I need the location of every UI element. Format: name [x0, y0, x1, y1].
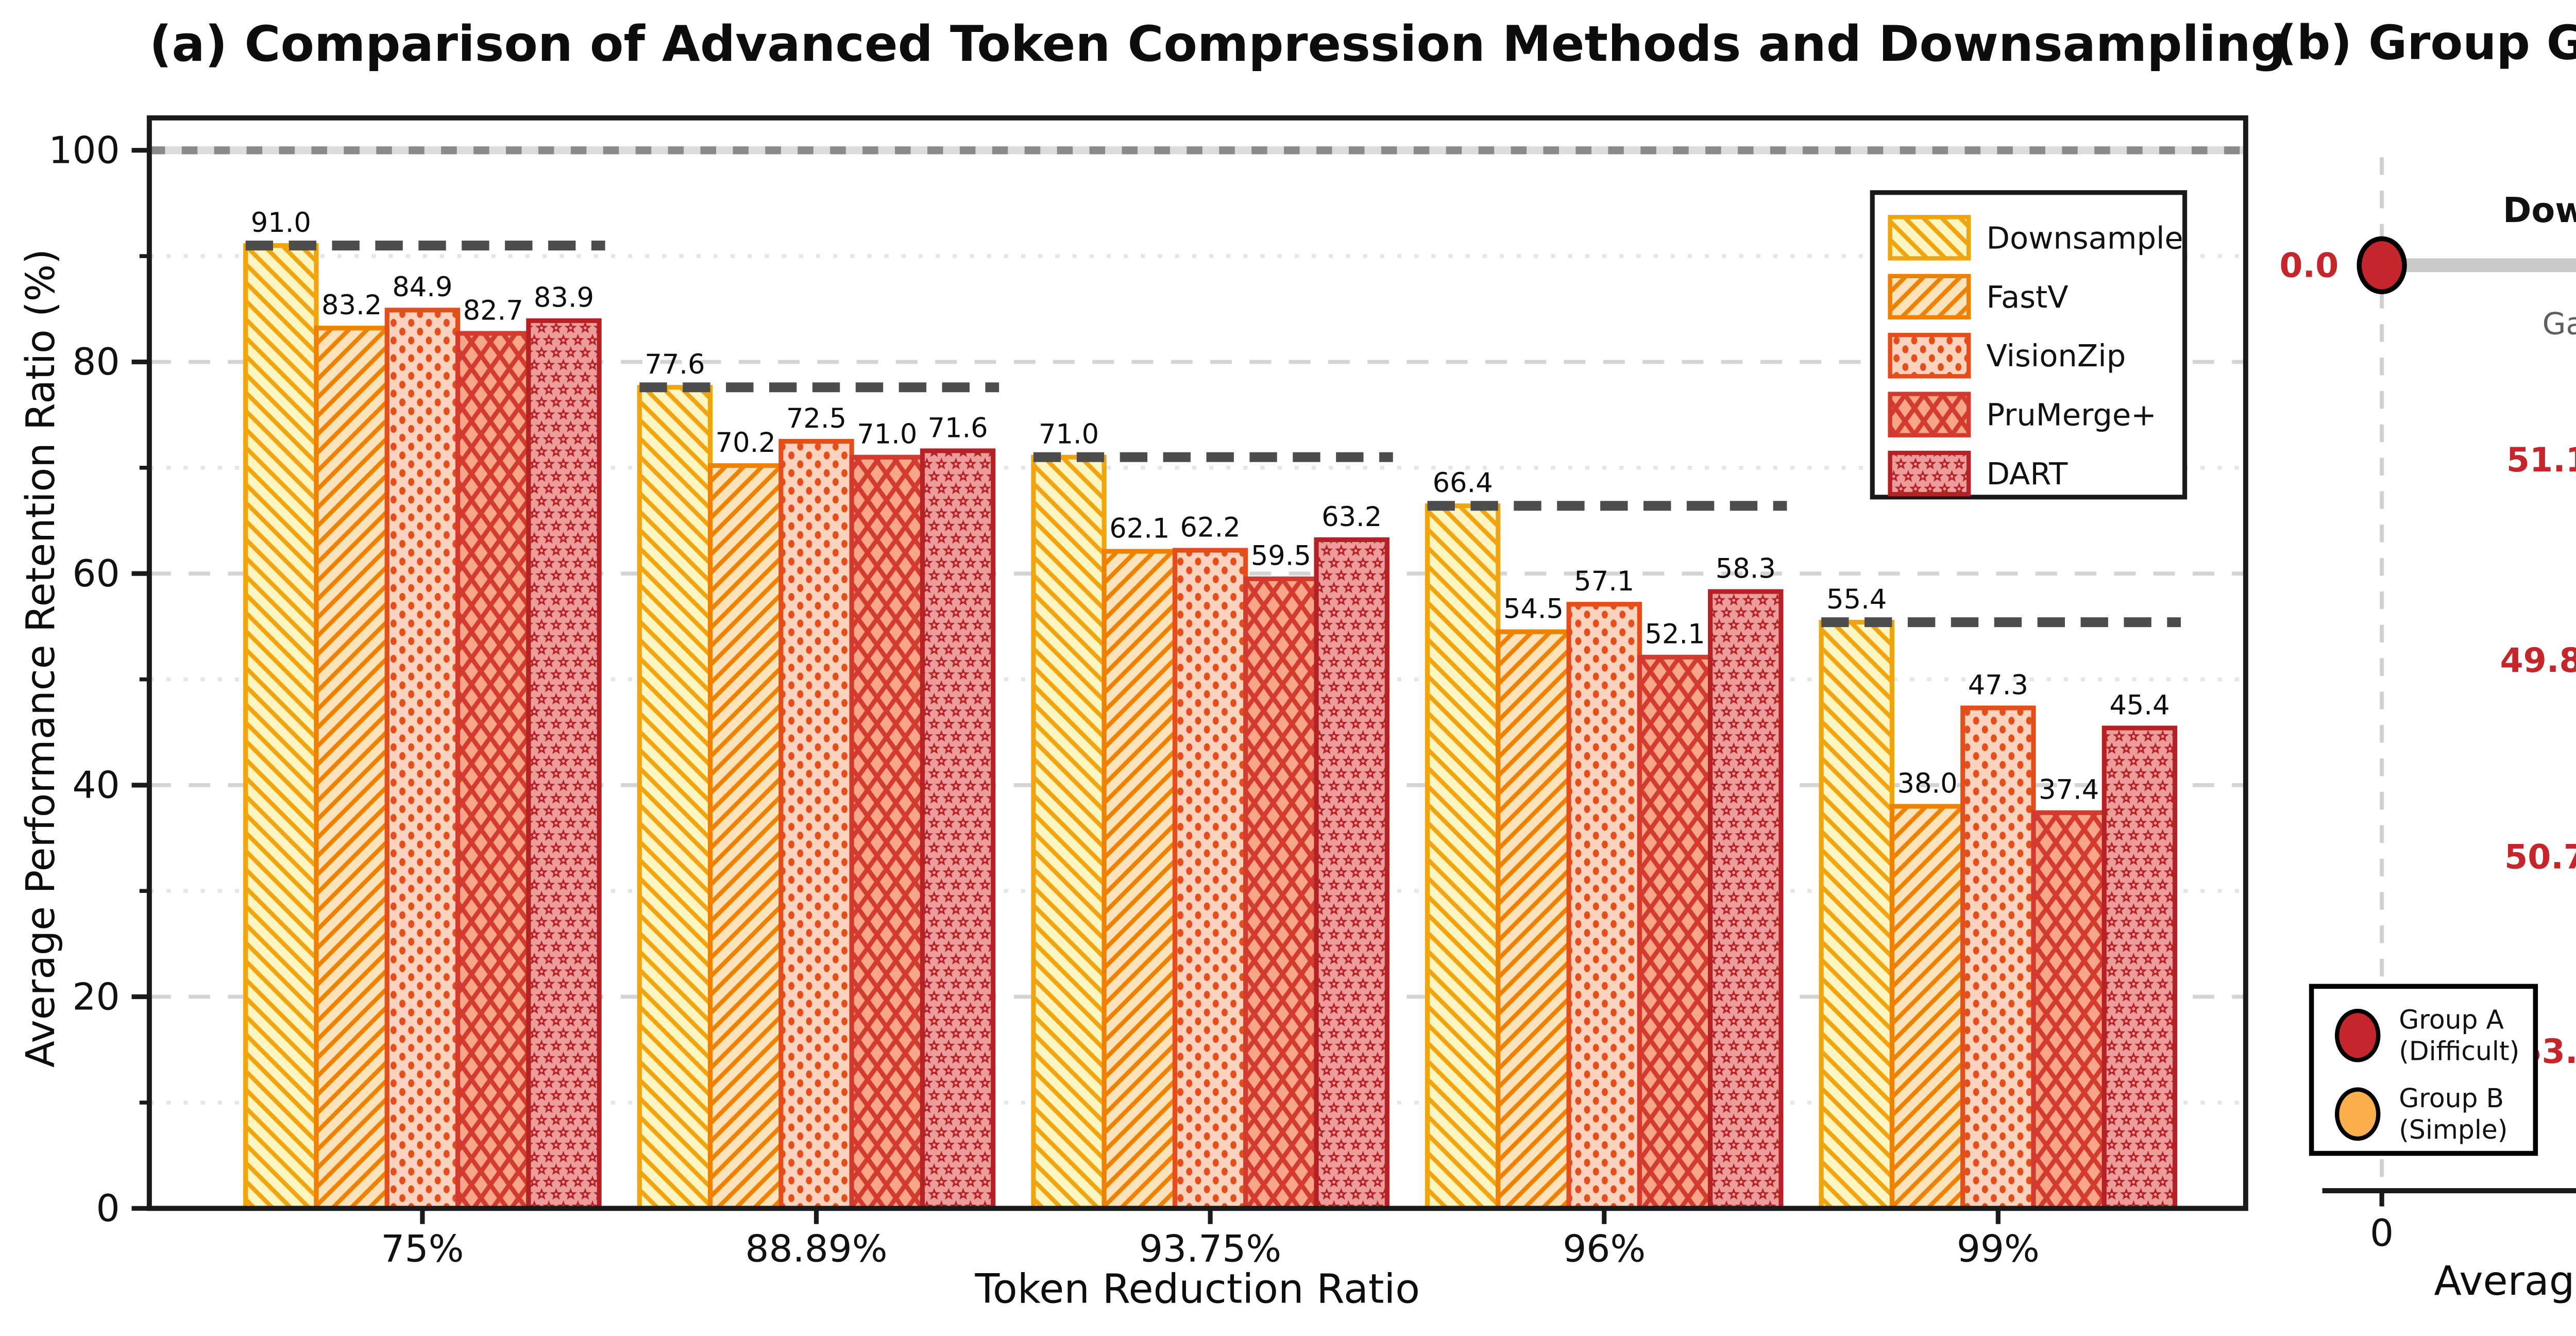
- legend-label: VisionZip: [1986, 338, 2126, 374]
- legend-dot: [2334, 1008, 2381, 1062]
- legend-label: FastV: [1986, 279, 2068, 315]
- bar-value-label: 54.5: [1503, 593, 1564, 624]
- bar-value-label: 82.7: [463, 295, 523, 326]
- panel-a: 91.0 83.2 84.9 82.7 83.9 77.6 70.2 72.5 71.0 71.6…: [48, 115, 2248, 1271]
- y-tick-label: 40: [72, 764, 120, 807]
- bar-value-label: 77.6: [645, 349, 705, 380]
- bar-value-label: 55.4: [1826, 584, 1887, 615]
- dumbbell-row-VisionZip: VisionZipGap: 37.449.887.2: [2500, 641, 2576, 680]
- legend-label: Downsample: [1986, 220, 2183, 256]
- group-a-dot: [2357, 236, 2407, 295]
- bar-value-label: 52.1: [1645, 619, 1705, 650]
- y-tick-label: 80: [72, 341, 120, 384]
- x-tick-label: 0: [2370, 1212, 2394, 1255]
- bar-value-label: 57.1: [1574, 566, 1634, 597]
- bar-value-label: 83.9: [534, 282, 594, 314]
- bar-group-96%: 66.4 54.5 57.1 52.1 58.3: [1425, 467, 1787, 1211]
- group-a-value-label: 0.0: [2279, 247, 2338, 285]
- bar-value-label: 58.3: [1716, 553, 1776, 584]
- bar-group-99%: 55.4 38.0 47.3 37.4 45.4: [1819, 584, 2181, 1211]
- x-tick-label: 96%: [1563, 1227, 1646, 1271]
- bar-value-label: 71.0: [857, 419, 917, 450]
- bar-group-75%: 91.0 83.2 84.9 82.7 83.9: [243, 207, 605, 1211]
- legend-label: (Difficult): [2399, 1036, 2519, 1066]
- method-label: Downsample: [2503, 190, 2576, 230]
- panel-a-legend: Downsample FastV VisionZip PruMerge+ DART: [1870, 190, 2188, 500]
- x-tick-label: 93.75%: [1139, 1227, 1281, 1271]
- bar-group-88.89%: 77.6 70.2 72.5 71.0 71.6: [637, 349, 999, 1211]
- gap-label: Gap: 100.0: [2543, 306, 2576, 341]
- bar-value-label: 63.2: [1321, 501, 1382, 533]
- y-tick-label: 100: [48, 129, 120, 173]
- bar-value-label: 45.4: [2109, 689, 2170, 721]
- panel-b-legend: Group A(Difficult) Group B(Simple): [2309, 984, 2538, 1156]
- group-a-value-label: 51.1: [2506, 441, 2576, 480]
- bar-value-label: 47.3: [1968, 669, 2028, 701]
- y-tick-label: 20: [72, 975, 120, 1019]
- legend-label: DART: [1986, 456, 2068, 492]
- legend-swatch-PruMerge+: [1888, 392, 1971, 437]
- group-a-value-label: 50.7: [2504, 838, 2576, 877]
- dumbbell-row-FastV: FastVGap: 34.251.185.3: [2506, 441, 2576, 480]
- dumbbell-row-PruMerge+: PruMerge+Gap: 33.950.784.6: [2504, 838, 2576, 877]
- bar-value-label: 83.2: [321, 290, 382, 321]
- x-tick-label: 88.89%: [745, 1227, 887, 1271]
- legend-label: Group A: [2399, 1004, 2504, 1035]
- bar-value-label: 71.6: [928, 412, 988, 444]
- y-tick-label: 0: [96, 1187, 120, 1230]
- bar-value-label: 71.0: [1039, 419, 1099, 450]
- legend-swatch-Downsample: [1888, 215, 1971, 261]
- legend-swatch-DART: [1888, 450, 1971, 497]
- bar-group-93.75%: 71.0 62.1 62.2 59.5 63.2: [1031, 419, 1393, 1211]
- bar-value-label: 62.1: [1109, 513, 1170, 544]
- bar-value-label: 38.0: [1897, 768, 1957, 799]
- bar-value-label: 59.5: [1251, 540, 1311, 572]
- panel-b-x-axis-label: Average Accuracy (%): [2434, 1257, 2576, 1305]
- bar-value-label: 62.2: [1180, 512, 1241, 543]
- bar-value-label: 84.9: [392, 272, 452, 303]
- panel-b-title: (b) Group Gap: Difficult vs Simple: [2275, 15, 2576, 71]
- bar-value-label: 91.0: [251, 207, 311, 239]
- legend-label: (Simple): [2399, 1114, 2507, 1145]
- y-tick-label: 60: [72, 552, 120, 596]
- x-tick-label: 75%: [381, 1227, 464, 1271]
- panel-a-y-axis-label: Average Performance Retention Ratio (%): [16, 249, 64, 1068]
- legend-swatch-FastV: [1888, 274, 1971, 320]
- panel-a-spines: [146, 115, 2248, 1211]
- panel-a-x-axis-label: Token Reduction Ratio: [975, 1265, 1420, 1313]
- group-a-value-label: 49.8: [2500, 641, 2576, 680]
- legend-label: PruMerge+: [1986, 397, 2156, 433]
- panel-a-title: (a) Comparison of Advanced Token Compres…: [149, 15, 2286, 73]
- x-tick-label: 99%: [1957, 1227, 2040, 1271]
- bar-value-label: 70.2: [716, 427, 776, 459]
- legend-swatch-VisionZip: [1888, 333, 1971, 379]
- legend-label: Group B: [2399, 1083, 2504, 1113]
- bar-value-label: 37.4: [2039, 774, 2099, 806]
- legend-dot: [2334, 1087, 2381, 1141]
- bar-value-label: 72.5: [786, 403, 846, 434]
- bar-value-label: 66.4: [1433, 467, 1493, 499]
